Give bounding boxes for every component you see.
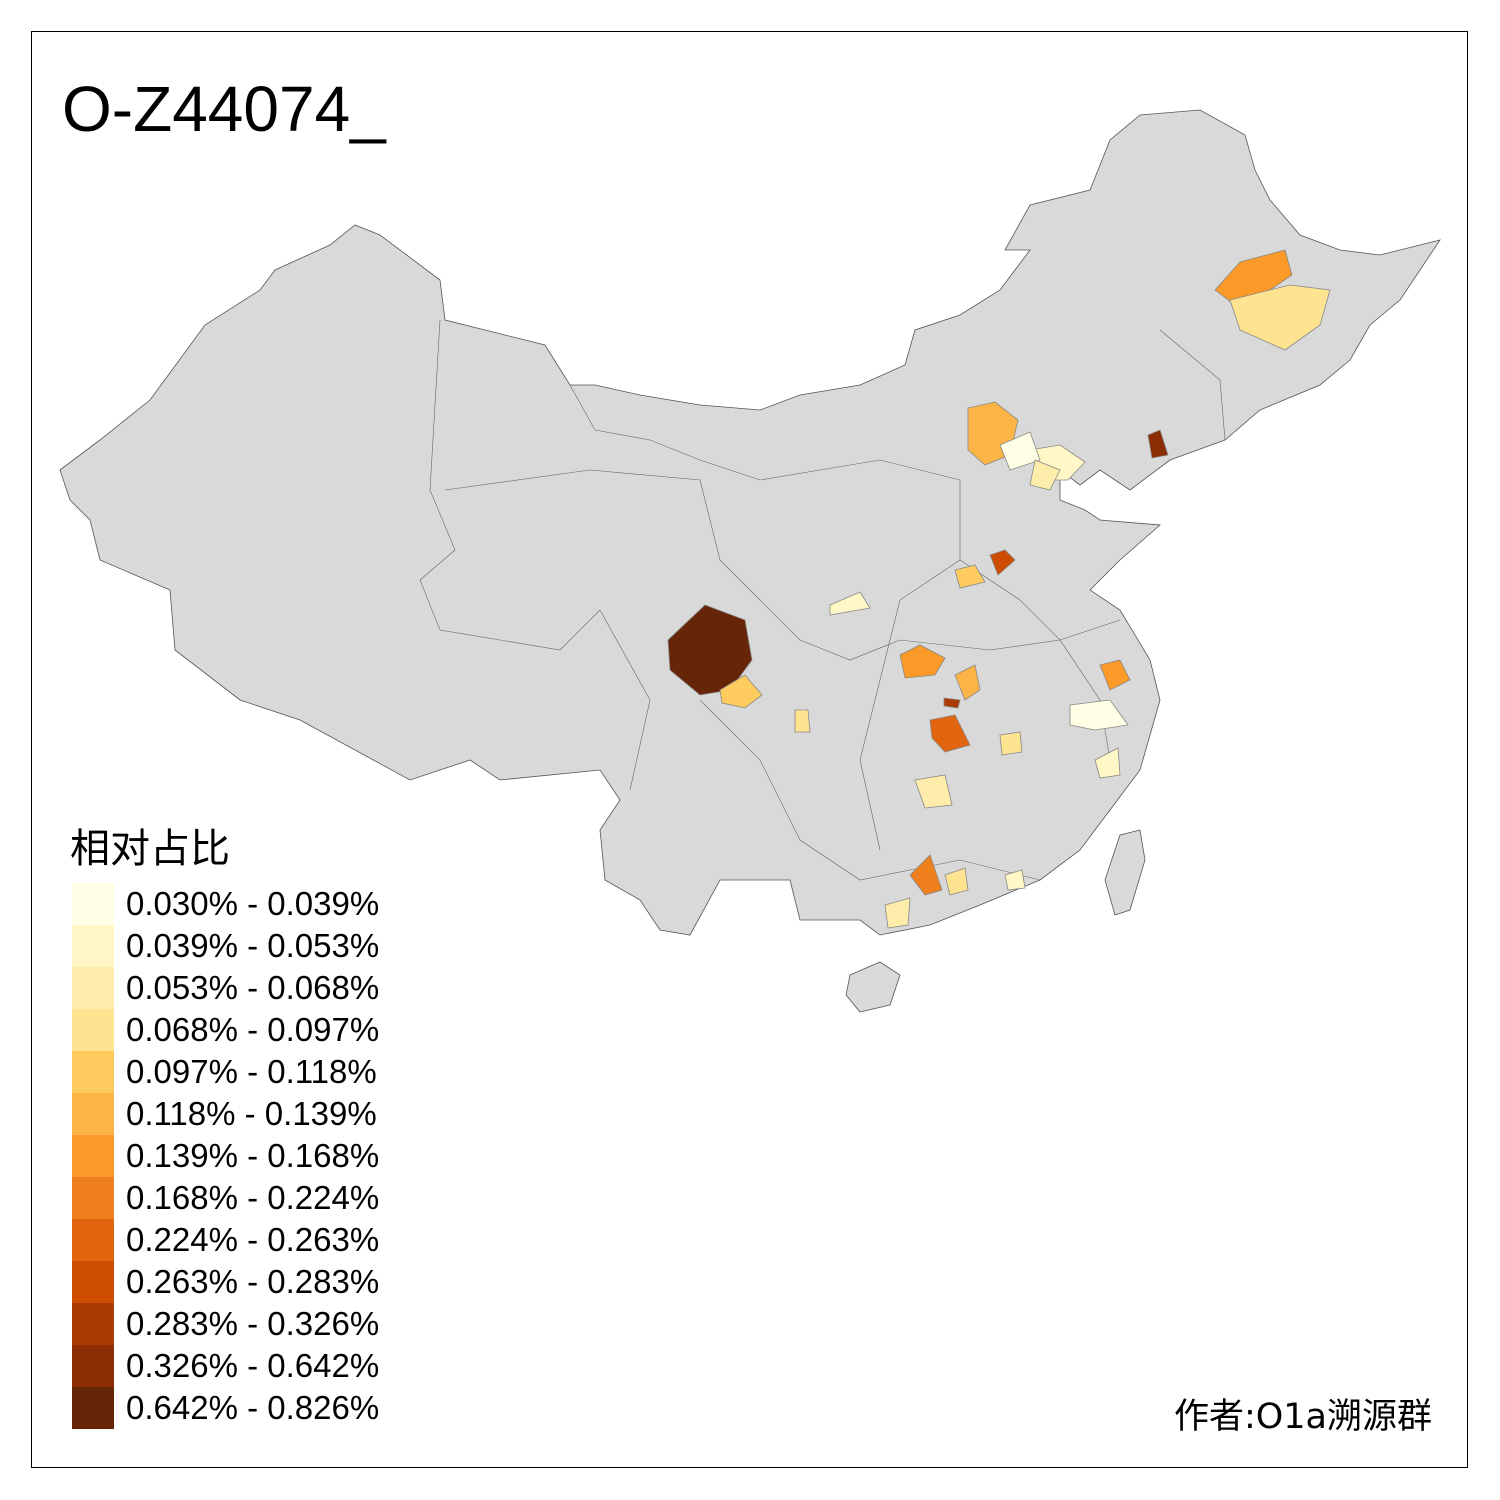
legend-title: 相对占比 [70,826,230,872]
legend-item: 0.224% - 0.263% [72,1219,472,1261]
legend-item: 0.326% - 0.642% [72,1345,472,1387]
legend-item: 0.068% - 0.097% [72,1009,472,1051]
highlighted-region [999,731,1023,756]
legend-label: 0.097% - 0.118% [126,1053,377,1090]
highlighted-region [989,549,1016,576]
highlighted-region [829,591,871,616]
legend-swatch [72,1345,114,1387]
highlighted-region [943,697,961,709]
highlighted-region [1029,459,1061,491]
legend-swatch [72,1303,114,1345]
map-frame [31,31,1468,1468]
legend-swatch [72,1387,114,1429]
highlighted-region [1147,429,1169,459]
province-border [699,699,1041,881]
map-title: O-Z44074_ [62,73,386,145]
legend-swatch [72,1051,114,1093]
legend-label: 0.283% - 0.326% [126,1305,380,1342]
hainan-island [845,961,901,1013]
legend-label: 0.224% - 0.263% [126,1221,380,1258]
mainland-china [59,109,1441,936]
legend-label: 0.039% - 0.053% [126,927,380,964]
legend-label: 0.139% - 0.168% [126,1137,380,1174]
highlighted-region [899,644,946,679]
highlighted-region [1229,284,1331,351]
highlighted-region [954,564,986,589]
legend-item: 0.168% - 0.224% [72,1177,472,1219]
legend-label: 0.068% - 0.097% [126,1011,380,1048]
province-border [599,609,651,791]
legend-swatch [72,967,114,1009]
legend-label: 0.642% - 0.826% [126,1389,380,1426]
legend-item: 0.263% - 0.283% [72,1261,472,1303]
legend-item: 0.118% - 0.139% [72,1093,472,1135]
legend-item: 0.097% - 0.118% [72,1051,472,1093]
province-border [1159,329,1226,441]
highlighted-region [1069,699,1129,731]
legend-swatch [72,1135,114,1177]
province-border [444,469,761,601]
highlighted-region [1094,747,1121,779]
province-border [419,319,601,651]
legend-label: 0.118% - 0.139% [126,1095,377,1132]
legend-label: 0.053% - 0.068% [126,969,380,1006]
legend-item: 0.030% - 0.039% [72,883,472,925]
highlighted-region [999,431,1041,471]
highlighted-region [1004,869,1026,891]
highlighted-region [909,854,943,896]
legend-item: 0.053% - 0.068% [72,967,472,1009]
highlighted-region [944,867,969,896]
legend-label: 0.263% - 0.283% [126,1263,380,1300]
legend-label: 0.030% - 0.039% [126,885,380,922]
legend-swatch [72,1093,114,1135]
legend-swatch [72,883,114,925]
legend-item: 0.039% - 0.053% [72,925,472,967]
highlighted-region [914,774,953,809]
highlighted-region [719,674,763,709]
legend-swatch [72,1261,114,1303]
legend-item: 0.642% - 0.826% [72,1387,472,1429]
legend-swatch [72,1177,114,1219]
highlighted-region [1099,659,1131,691]
legend-label: 0.326% - 0.642% [126,1347,380,1384]
province-border [859,480,961,851]
highlighted-region [794,709,811,733]
highlighted-region [667,604,753,696]
legend-label: 0.168% - 0.224% [126,1179,380,1216]
legend-item: 0.283% - 0.326% [72,1303,472,1345]
legend-item: 0.139% - 0.168% [72,1135,472,1177]
legend-swatch [72,925,114,967]
highlighted-region [884,897,911,929]
legend-swatch [72,1009,114,1051]
highlighted-region [954,664,981,701]
taiwan-island [1104,829,1146,916]
province-border [569,384,961,481]
author-credit: 作者:O1a溯源群 [1173,1397,1432,1437]
highlighted-region [929,714,971,753]
legend-swatch [72,1219,114,1261]
